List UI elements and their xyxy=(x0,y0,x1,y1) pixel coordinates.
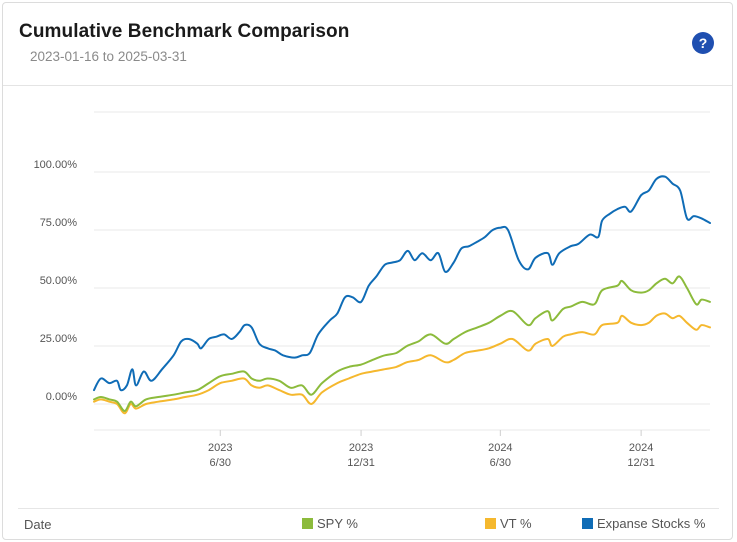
legend-label-expanse: Expanse Stocks % xyxy=(597,516,706,531)
legend-swatch-spy xyxy=(302,518,313,529)
help-icon[interactable]: ? xyxy=(692,32,714,54)
x-tick-day: 12/31 xyxy=(347,457,375,469)
legend-date-label: Date xyxy=(24,517,52,532)
grid-lines xyxy=(94,111,710,431)
x-axis-ticks: 2023 6/30 2023 12/31 2024 6/30 2024 12/31 xyxy=(208,430,655,469)
series-line-expanse[interactable] xyxy=(93,175,711,392)
x-tick-year: 2023 xyxy=(349,442,373,454)
x-tick-year: 2024 xyxy=(629,442,653,454)
header-divider xyxy=(3,85,732,86)
date-range-subtitle: 2023-01-16 to 2025-03-31 xyxy=(30,49,187,64)
legend-item-spy[interactable]: SPY % xyxy=(302,516,358,531)
legend-swatch-expanse xyxy=(582,518,593,529)
legend-label-spy: SPY % xyxy=(317,516,358,531)
series-line-spy[interactable] xyxy=(93,275,711,412)
legend-label-vt: VT % xyxy=(500,516,532,531)
y-tick-label: 75.00% xyxy=(40,217,78,229)
y-tick-label: 100.00% xyxy=(34,159,78,171)
legend-divider xyxy=(18,508,719,509)
legend-item-vt[interactable]: VT % xyxy=(485,516,532,531)
series-lines xyxy=(93,175,711,415)
series-line-vt[interactable] xyxy=(93,312,711,415)
x-tick-year: 2024 xyxy=(488,442,512,454)
x-tick-day: 6/30 xyxy=(490,457,511,469)
x-tick-year: 2023 xyxy=(208,442,232,454)
legend-item-expanse[interactable]: Expanse Stocks % xyxy=(582,516,705,531)
chart-title: Cumulative Benchmark Comparison xyxy=(19,21,350,42)
y-axis-ticks: 0.00% 25.00% 50.00% 75.00% 100.00% xyxy=(34,159,78,403)
legend-swatch-vt xyxy=(485,518,496,529)
x-tick-day: 6/30 xyxy=(210,457,231,469)
x-tick-day: 12/31 xyxy=(627,457,655,469)
y-tick-label: 50.00% xyxy=(40,275,78,287)
y-tick-label: 0.00% xyxy=(46,391,77,403)
y-tick-label: 25.00% xyxy=(40,333,78,345)
